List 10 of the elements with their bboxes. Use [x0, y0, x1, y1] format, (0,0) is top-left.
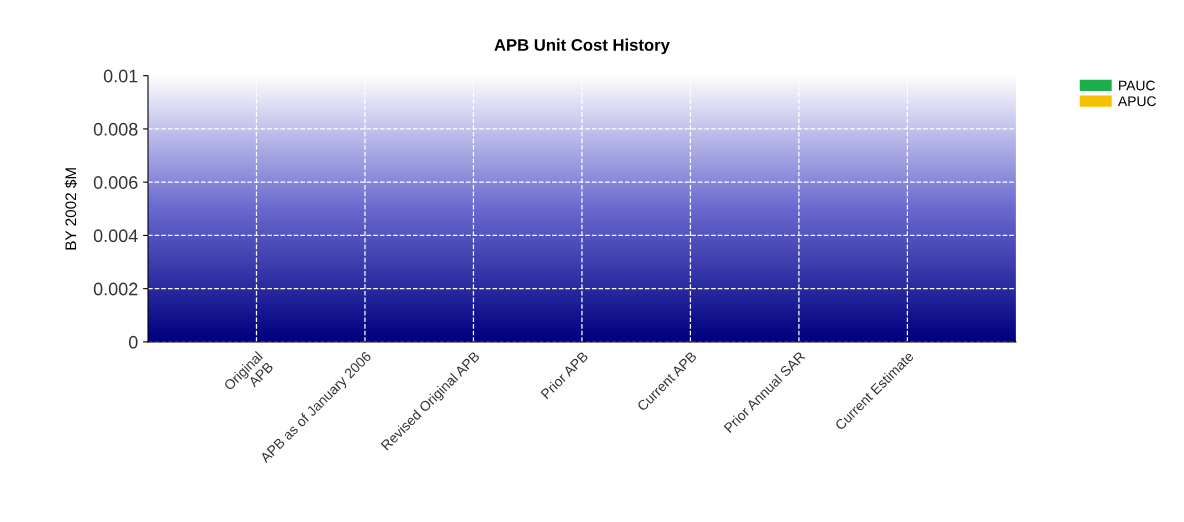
- y-tick-label: 0: [128, 335, 138, 349]
- legend-label: APUC: [1117, 96, 1156, 107]
- y-tick-label: 0.002: [93, 282, 138, 296]
- y-tick-label: 0.006: [93, 176, 138, 189]
- y-tick-label: 0.01: [103, 69, 138, 83]
- y-axis-title: BY 2002 $M: [64, 168, 78, 250]
- y-tick-label: 0.004: [93, 229, 138, 243]
- y-tick-label: 0.008: [93, 122, 138, 136]
- chart-title: APB Unit Cost History: [494, 38, 670, 55]
- legend-label: PAUC: [1119, 80, 1155, 91]
